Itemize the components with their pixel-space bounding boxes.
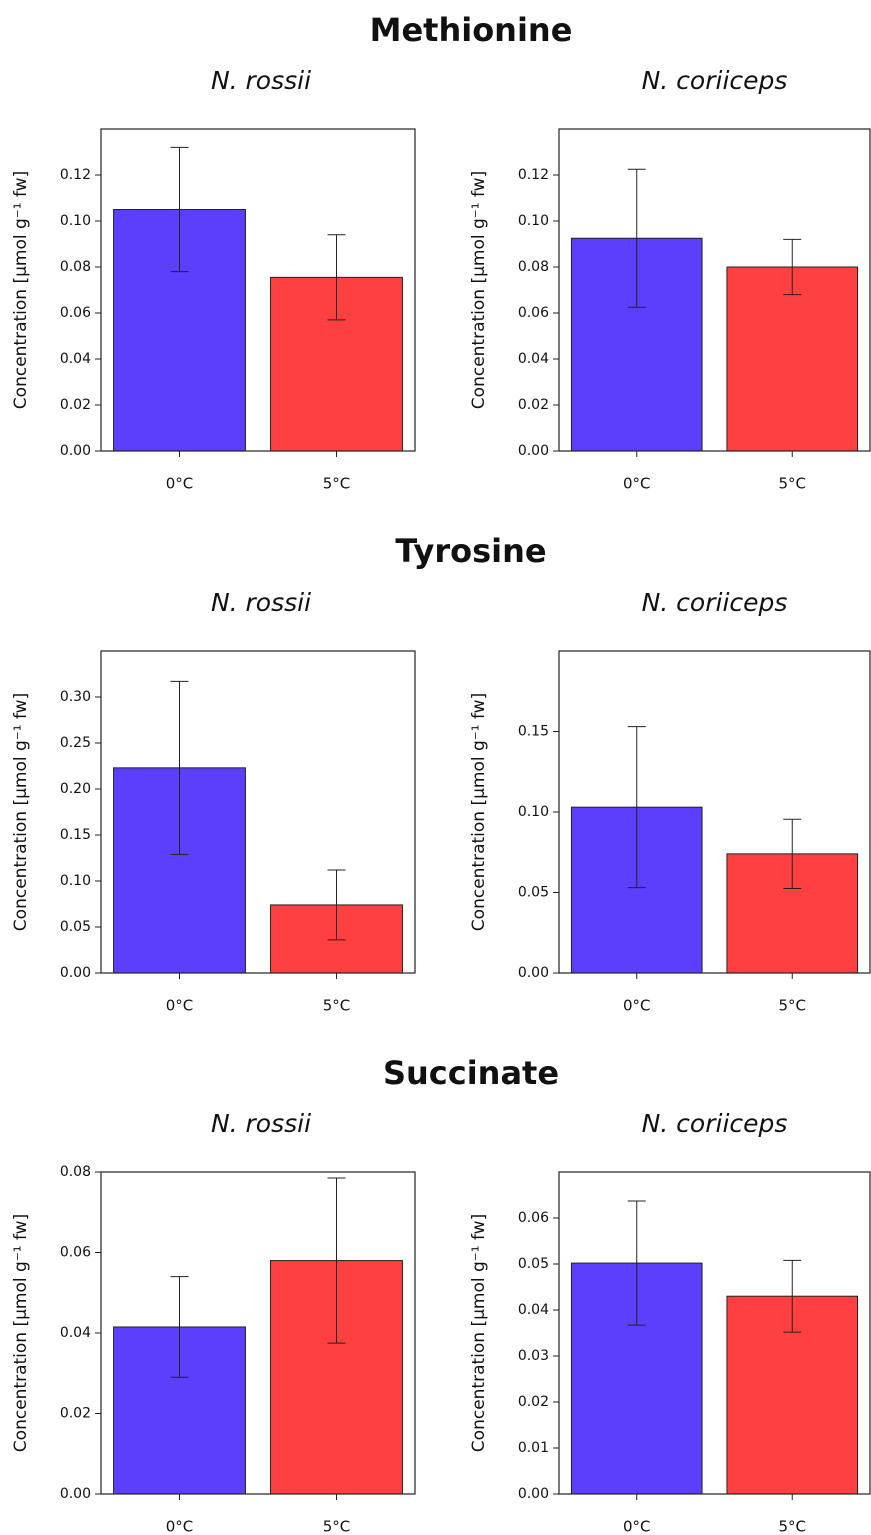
- y-tick-label: 0.08: [518, 259, 549, 275]
- y-tick-label: 0.15: [518, 724, 549, 740]
- x-tick-label: 5°C: [778, 1518, 806, 1535]
- y-tick-label: 0.05: [518, 1256, 549, 1272]
- y-tick-label: 0.10: [60, 213, 91, 229]
- x-tick-label: 0°C: [166, 997, 194, 1015]
- x-tick-label: 5°C: [323, 997, 351, 1015]
- y-tick-label: 0.03: [518, 1348, 549, 1364]
- x-tick-label: 0°C: [166, 475, 194, 493]
- section-title: Methionine: [370, 11, 573, 49]
- y-axis-label: Concentration [µmol g⁻¹ fw]: [11, 171, 31, 409]
- x-tick-label: 5°C: [323, 1518, 351, 1535]
- y-tick-label: 0.06: [60, 305, 91, 321]
- y-tick-label: 0.06: [60, 1245, 91, 1261]
- y-tick-label: 0.04: [518, 351, 549, 367]
- plot-frame: [100, 1171, 416, 1495]
- plot-frame: [558, 650, 871, 974]
- y-tick-label: 0.05: [518, 885, 549, 901]
- chart-title: N. rossii: [211, 1109, 311, 1138]
- y-tick-label: 0.00: [60, 965, 91, 981]
- chart-title: N. coriiceps: [642, 66, 788, 95]
- y-tick-label: 0.00: [518, 965, 549, 981]
- x-tick-label: 0°C: [623, 1518, 651, 1535]
- chart-title: N. coriiceps: [642, 1109, 788, 1138]
- bar: [726, 266, 859, 452]
- y-tick-label: 0.00: [518, 1486, 549, 1502]
- y-tick-label: 0.30: [60, 689, 91, 705]
- plot-frame: [100, 650, 416, 974]
- y-tick-label: 0.01: [518, 1440, 549, 1456]
- y-axis-label: Concentration [µmol g⁻¹ fw]: [469, 1214, 489, 1452]
- y-tick-label: 0.04: [60, 1325, 91, 1341]
- y-axis-label: Concentration [µmol g⁻¹ fw]: [469, 693, 489, 931]
- y-tick-label: 0.12: [60, 167, 91, 183]
- plot-frame: [100, 128, 416, 452]
- y-tick-label: 0.06: [518, 1210, 549, 1226]
- x-tick-label: 0°C: [166, 1518, 194, 1535]
- y-axis-label: Concentration [µmol g⁻¹ fw]: [11, 1214, 31, 1452]
- y-tick-label: 0.08: [60, 259, 91, 275]
- y-tick-label: 0.08: [60, 1164, 91, 1180]
- y-tick-label: 0.25: [60, 735, 91, 751]
- x-tick-label: 0°C: [623, 997, 651, 1015]
- y-axis-label: Concentration [µmol g⁻¹ fw]: [469, 171, 489, 409]
- x-tick-label: 5°C: [778, 997, 806, 1015]
- section-title: Tyrosine: [395, 532, 546, 570]
- y-tick-label: 0.00: [518, 443, 549, 459]
- y-tick-label: 0.10: [518, 804, 549, 820]
- y-tick-label: 0.02: [518, 397, 549, 413]
- chart-title: N. coriiceps: [642, 588, 788, 617]
- y-tick-label: 0.02: [60, 397, 91, 413]
- y-tick-label: 0.15: [60, 827, 91, 843]
- y-tick-label: 0.20: [60, 781, 91, 797]
- chart-title: N. rossii: [211, 66, 311, 95]
- y-tick-label: 0.04: [60, 351, 91, 367]
- plot-frame: [558, 128, 871, 452]
- y-tick-label: 0.10: [60, 873, 91, 889]
- section-title: Succinate: [383, 1054, 559, 1092]
- x-tick-label: 5°C: [778, 475, 806, 493]
- y-tick-label: 0.02: [518, 1394, 549, 1410]
- chart-title: N. rossii: [211, 588, 311, 617]
- y-tick-label: 0.10: [518, 213, 549, 229]
- y-tick-label: 0.06: [518, 305, 549, 321]
- plot-frame: [558, 1171, 871, 1495]
- y-tick-label: 0.05: [60, 919, 91, 935]
- y-tick-label: 0.04: [518, 1302, 549, 1318]
- y-tick-label: 0.12: [518, 167, 549, 183]
- y-tick-label: 0.00: [60, 443, 91, 459]
- y-axis-label: Concentration [µmol g⁻¹ fw]: [11, 693, 31, 931]
- x-tick-label: 5°C: [323, 475, 351, 493]
- y-tick-label: 0.00: [60, 1486, 91, 1502]
- y-tick-label: 0.02: [60, 1406, 91, 1422]
- x-tick-label: 0°C: [623, 475, 651, 493]
